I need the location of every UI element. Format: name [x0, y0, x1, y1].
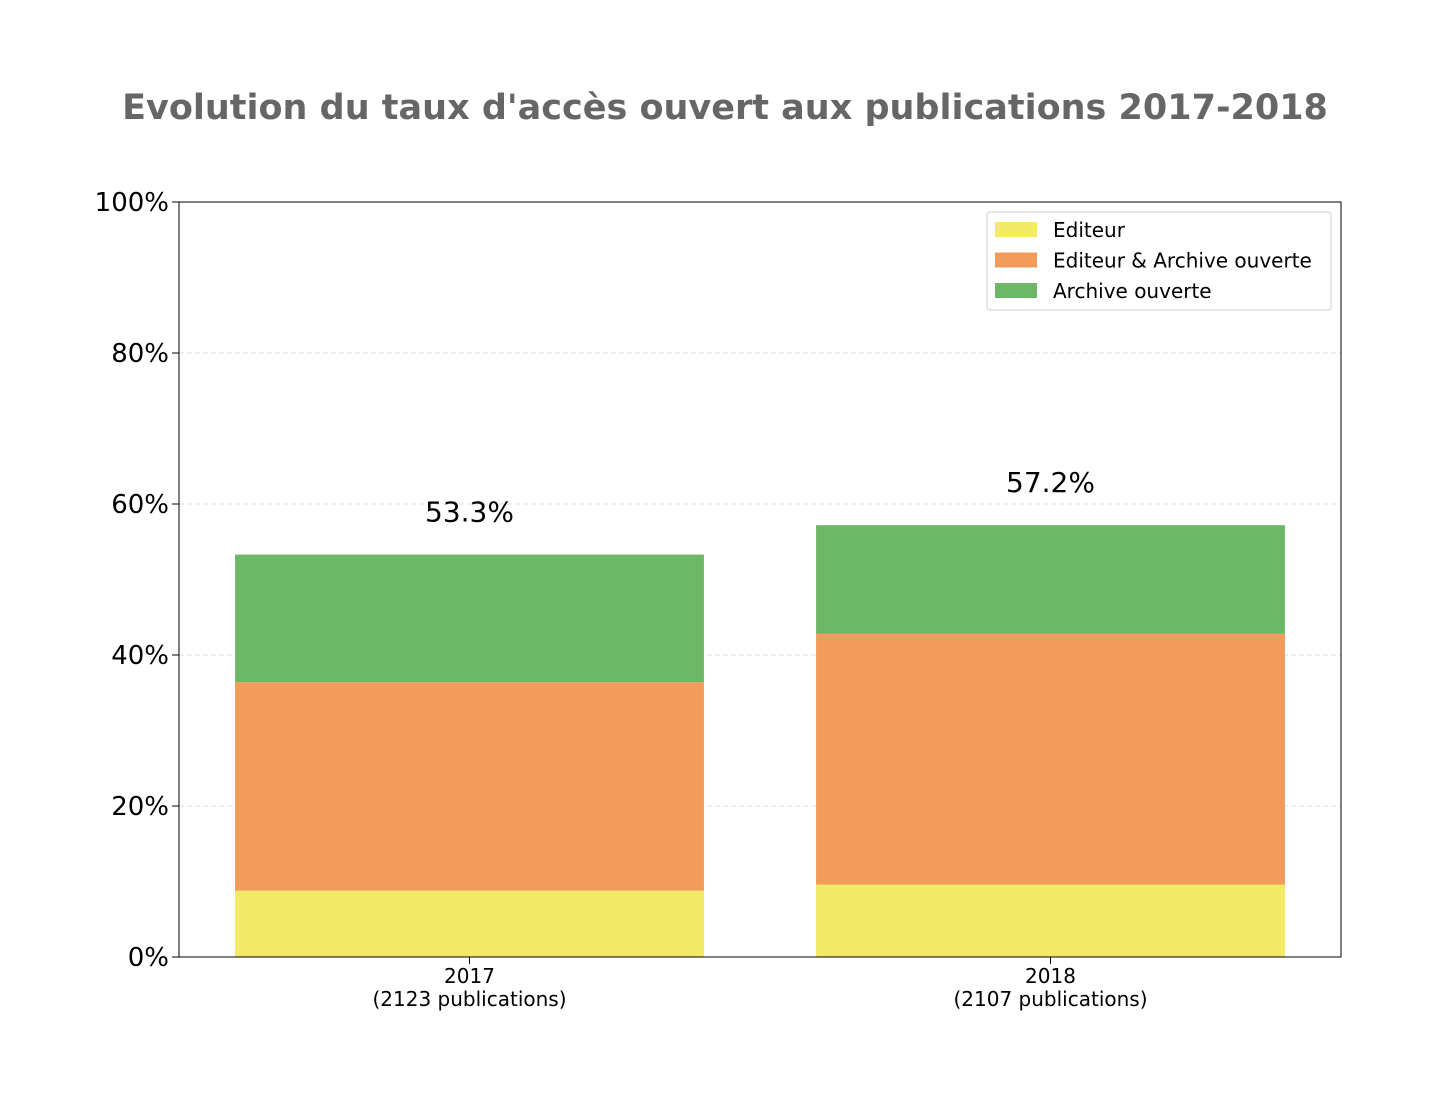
legend: Editeur Editeur & Archive ouverte Archive … — [986, 211, 1332, 311]
y-tick-label-100: 100% — [95, 188, 169, 218]
total-labels: 53.3% 57.2% — [425, 466, 1095, 528]
y-tick-label-80: 80% — [111, 339, 169, 369]
legend-swatch-1 — [995, 252, 1037, 268]
y-axis: 0% 20% 40% 60% 80% 100% — [95, 188, 179, 973]
x-tick-label-2018: 2018 — [1025, 964, 1076, 988]
bar-2018-series-2 — [816, 525, 1285, 634]
total-label-2018: 57.2% — [1006, 466, 1095, 499]
bar-2017-series-0 — [235, 890, 704, 957]
legend-swatch-2 — [995, 283, 1037, 298]
y-tick-label-0: 0% — [128, 943, 169, 973]
y-tick-label-20: 20% — [111, 792, 169, 822]
legend-label-1: Editeur & Archive ouverte — [1053, 249, 1312, 273]
chart-title: Evolution du taux d'accès ouvert aux pub… — [122, 88, 1328, 128]
plot-frame — [178, 201, 1342, 958]
y-tick-label-60: 60% — [111, 490, 169, 520]
bar-2018-series-1 — [816, 633, 1285, 885]
legend-label-2: Archive ouverte — [1053, 279, 1212, 303]
x-tick-sublabel-2017: (2123 publications) — [372, 987, 566, 1011]
bar-2017-series-1 — [235, 682, 704, 891]
legend-label-0: Editeur — [1053, 218, 1126, 242]
x-axis: 2017(2123 publications) 2018(2107 publica… — [372, 957, 1148, 1011]
legend-box — [986, 211, 1332, 311]
total-label-2017: 53.3% — [425, 496, 514, 529]
bar-2017-series-2 — [235, 554, 704, 683]
bars — [235, 525, 1285, 957]
y-tick-label-40: 40% — [111, 641, 169, 671]
x-tick-label-2017: 2017 — [444, 964, 495, 988]
legend-swatch-0 — [995, 222, 1037, 237]
bar-2018-series-0 — [816, 884, 1285, 957]
x-tick-sublabel-2018: (2107 publications) — [953, 987, 1147, 1011]
